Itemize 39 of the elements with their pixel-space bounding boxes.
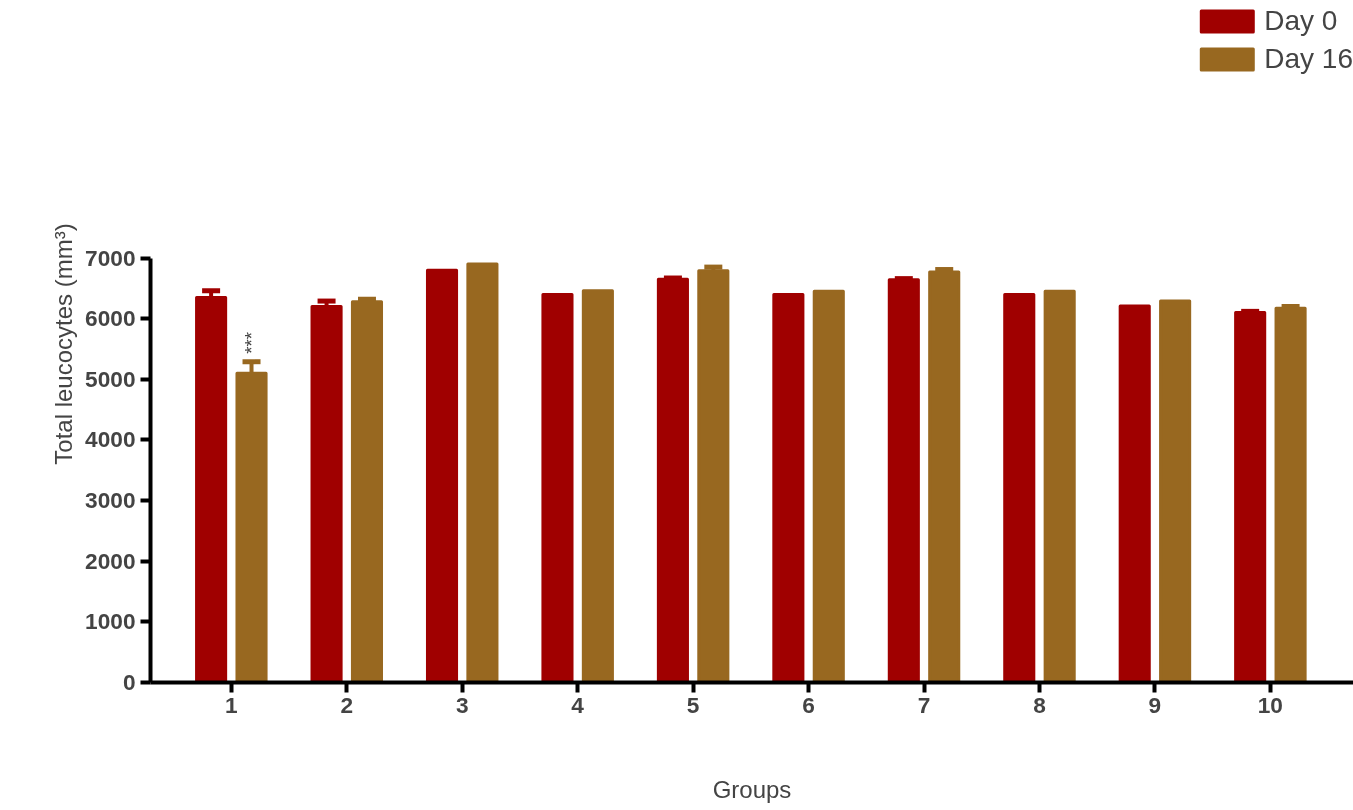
bar <box>425 268 459 683</box>
bar <box>928 270 961 683</box>
bar <box>1118 304 1151 683</box>
x-tick-label: 8 <box>1033 691 1046 718</box>
x-tick-label: 7 <box>917 691 931 718</box>
x-tick-label: 2 <box>340 691 354 718</box>
y-tick-label: 0 <box>122 669 136 695</box>
legend-label: Day 0 <box>1264 5 1338 37</box>
x-tick-label: 6 <box>802 691 815 718</box>
x-tick-label: 5 <box>686 691 700 718</box>
bar <box>1274 306 1307 683</box>
y-tick-label: 6000 <box>85 305 136 332</box>
bar <box>1043 289 1076 683</box>
x-tick-label: 4 <box>571 691 585 718</box>
y-tick-label: 7000 <box>85 244 136 271</box>
bar <box>350 300 384 683</box>
y-tick-label: 4000 <box>85 426 136 453</box>
x-tick-label: 1 <box>225 691 238 718</box>
bar <box>656 277 689 683</box>
legend-label: Day 16 <box>1264 43 1353 75</box>
y-tick-label: 3000 <box>85 487 136 514</box>
bar <box>1003 292 1036 683</box>
y-tick-label: 5000 <box>85 365 136 392</box>
bar <box>772 292 805 683</box>
bar <box>812 289 845 683</box>
bar <box>1234 311 1267 683</box>
x-axis-title: Groups <box>712 775 792 803</box>
bar <box>541 292 574 683</box>
y-tick-label: 2000 <box>85 547 136 574</box>
y-tick-label: 1000 <box>85 608 136 635</box>
x-tick-label: 9 <box>1148 691 1162 718</box>
bar <box>581 289 614 683</box>
x-tick-label: 10 <box>1257 691 1283 718</box>
y-axis-title: Total leucocytes (mm³) <box>50 223 78 465</box>
bar <box>1159 299 1192 683</box>
bar <box>887 278 920 683</box>
bar <box>466 262 499 683</box>
annotation: *** <box>241 331 263 354</box>
x-tick-label: 3 <box>455 691 469 718</box>
